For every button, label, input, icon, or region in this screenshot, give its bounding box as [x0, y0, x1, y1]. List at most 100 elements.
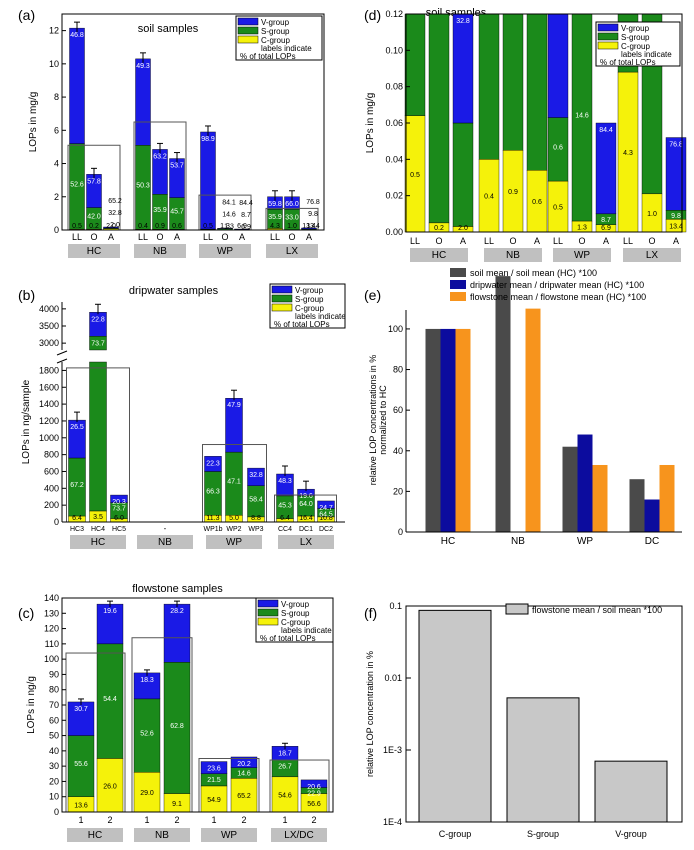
panel-a-xtick-label: LL — [138, 232, 148, 242]
panel-c-bar-V — [200, 761, 228, 774]
panel-a-yaxis-tick-label: 0 — [54, 225, 59, 235]
panel-a-label-S: 9.8 — [304, 232, 314, 239]
panel-b-label-C: 3.5 — [93, 514, 103, 521]
panel-a-xtick-label: LL — [270, 232, 280, 242]
panel-a-label-S: 0.6 — [203, 232, 213, 239]
panel-d-yaxis-tick-label: 0.02 — [385, 191, 403, 201]
panel-d-xtick-label: LL — [553, 236, 563, 246]
panel-b-group-box — [278, 535, 334, 549]
panel-a-label-S: 14.6 — [218, 232, 232, 239]
panel-b-label-C: 8.8 — [251, 515, 261, 522]
panel-b-tick-label: 600 — [44, 466, 59, 476]
panel-b-label-V: 22.3 — [206, 460, 220, 467]
panel-a-bar-V — [301, 227, 317, 230]
panel-c-ylabel: LOPs in ng/g — [26, 676, 37, 734]
panel-b-label-C: 6.0 — [114, 515, 124, 522]
panel-a-label-C: 0.9 — [155, 223, 165, 230]
panel-b-label-C: 11.3 — [206, 515, 219, 522]
panel-c-xtick-label: 1 — [144, 815, 149, 825]
panel-c-label-C: 54.6 — [278, 792, 292, 799]
panel-a-label-S: 32.8 — [104, 231, 118, 238]
panel-b-label-C: 6.4 — [280, 515, 290, 522]
panel-a-legend-label: C-group — [261, 36, 290, 45]
panel-f-frame — [405, 605, 683, 823]
panel-a-label-V: 76.8 — [302, 232, 316, 239]
panel-a-bar-V — [200, 131, 216, 230]
panel-e-xtick-label: NB — [511, 536, 525, 547]
panel-b-label-C: 10.8 — [319, 515, 333, 522]
panel-e-tick-label: 60 — [393, 405, 403, 415]
panel-a-label-S: 14.6 — [222, 211, 236, 218]
panel-d-group-box — [410, 248, 468, 262]
panel-d-label-C: 0.9 — [508, 189, 518, 196]
panel-d-label: (d) — [364, 7, 381, 23]
panel-b-legend-swatch — [271, 303, 293, 312]
panel-a-label-S: 35.9 — [268, 214, 282, 221]
panel-a-group-label: WP — [217, 246, 233, 257]
panel-c-label-V: 20.6 — [307, 784, 321, 791]
panel-c-label-C: 29.0 — [140, 790, 154, 797]
panel-a-xtick-label: A — [108, 232, 114, 242]
panel-a-legend-swatch — [237, 35, 259, 44]
panel-e-legend-label: dripwater mean / dripwater mean (HC) *10… — [470, 280, 644, 290]
panel-d-label-C: 6.9 — [601, 225, 611, 232]
panel-d-label-S: 14.6 — [575, 113, 589, 120]
panel-a-label-V: 65.2 — [108, 198, 122, 205]
panel-c-label-V: 30.7 — [74, 706, 88, 713]
panel-d-group-label: NB — [506, 250, 520, 261]
panel-e-tick-label: 0 — [398, 527, 403, 537]
panel-d-label-S: 9.8 — [671, 213, 681, 220]
panel-a-bar-V — [103, 226, 119, 229]
panel-b-label: (b) — [18, 287, 35, 303]
panel-a-label-V: 66.0 — [285, 201, 299, 208]
panel-b-xtick-label: DC2 — [319, 526, 333, 533]
panel-f-tick-label: 0.1 — [389, 601, 402, 611]
panel-a-label-C: 0.6 — [172, 223, 182, 230]
panel-b-label-C: 16.4 — [299, 515, 313, 522]
panel-b-label-S: 47.1 — [227, 479, 241, 486]
panel-b-label-S: 64.0 — [299, 501, 313, 508]
panel-a-yaxis-tick-label: 12 — [49, 26, 59, 36]
panel-b-tick-label: 3500 — [39, 321, 59, 331]
panel-d-label-V: 84.4 — [599, 127, 613, 134]
panel-b-ylabel: LOPs in ng/sample — [21, 379, 32, 464]
panel-a-legend-note: % of total LOPs — [240, 52, 296, 61]
panel-d-legend-label: S-group — [621, 33, 650, 42]
panel-c-label-V: 20.2 — [237, 761, 251, 768]
panel-b-label-V: 26.5 — [70, 424, 84, 431]
panel-c-legend-label: S-group — [281, 609, 310, 618]
panel-c-bar-V — [230, 756, 258, 768]
panel-c-label-S: 22.9 — [307, 791, 321, 798]
panel-c-xtick-label: 2 — [311, 815, 316, 825]
panel-a-label-V: 76.8 — [306, 199, 320, 206]
panel-b-legend-label: S-group — [295, 295, 324, 304]
panel-c-label: (c) — [18, 605, 34, 621]
panel-c-legend-note: % of total LOPs — [260, 634, 316, 643]
panel-a-label-V: 46.8 — [70, 32, 84, 39]
panel-d-legend-label: V-group — [621, 24, 650, 33]
panel-f-legend-label: flowstone mean / soil mean *100 — [532, 605, 662, 615]
panel-a-xtick-label: A — [306, 232, 312, 242]
panel-b-label-V: 32.8 — [249, 472, 263, 479]
panel-a-xtick-label: O — [221, 232, 228, 242]
panel-a-label-S: 42.0 — [87, 213, 101, 220]
panel-c-bar-S — [163, 662, 191, 794]
panel-c-bar-C — [96, 758, 124, 813]
panel-d-xtick-label: A — [534, 236, 540, 246]
panel-d-xtick-label: LL — [410, 236, 420, 246]
panel-a-ylabel: LOPs in mg/g — [28, 92, 39, 153]
panel-a-label-C: 13.4 — [306, 223, 320, 230]
panel-a-xtick-label: O — [90, 232, 97, 242]
panel-c-label-V: 23.6 — [207, 766, 221, 773]
panel-a-bar-V — [135, 58, 151, 146]
panel-c-label-C: 56.6 — [307, 801, 321, 808]
panel-a-yaxis-tick-label: 4 — [54, 159, 59, 169]
panel-a-label-V: 98.9 — [201, 136, 215, 143]
panel-e-ylabel2: normalized to HC — [378, 385, 388, 455]
panel-e-xtick-label: WP — [577, 536, 593, 547]
panel-c-label-S: 21.5 — [207, 777, 221, 784]
panel-c-xtick-label: 2 — [107, 815, 112, 825]
panel-e-bar — [592, 464, 608, 532]
panel-a-xtick-label: O — [156, 232, 163, 242]
